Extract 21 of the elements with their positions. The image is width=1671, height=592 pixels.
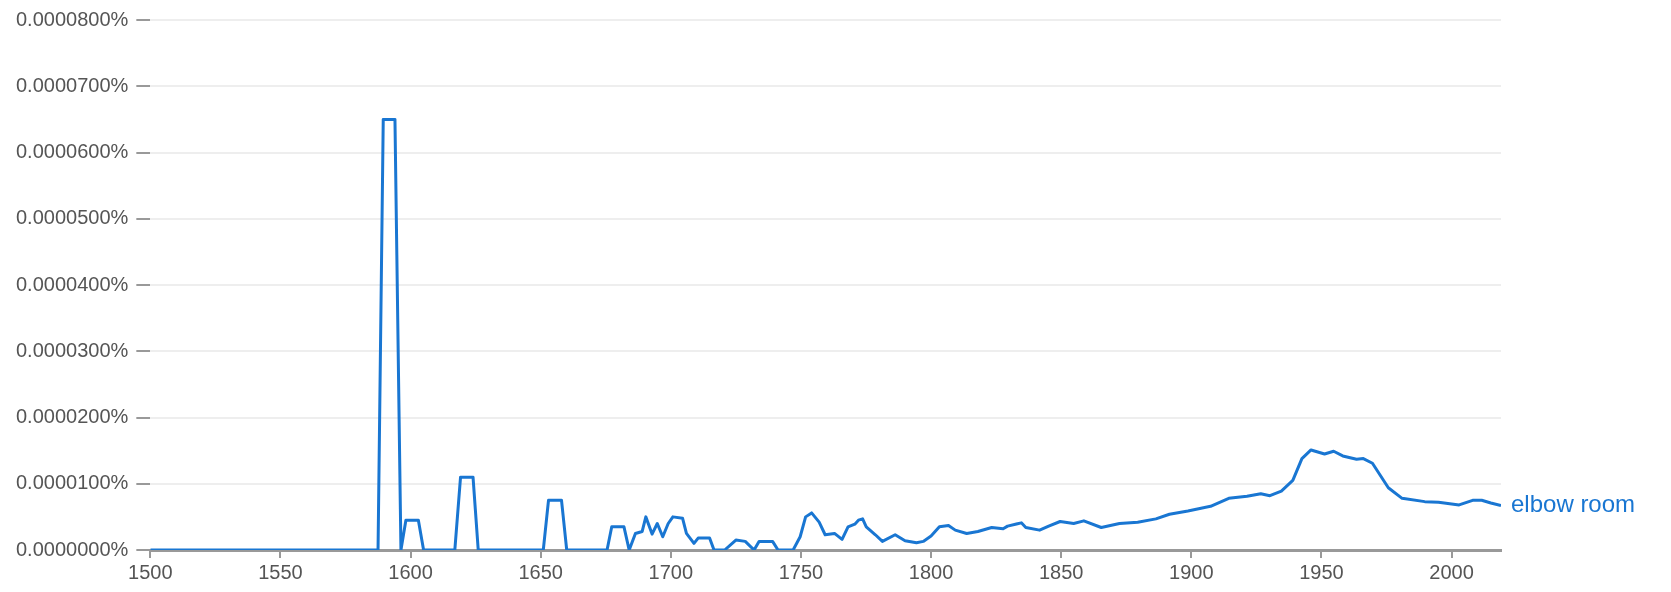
x-tick-label: 2000 [1429,560,1474,583]
y-tick-label: 0.0000400% [16,272,129,295]
x-tick-label: 1650 [518,560,563,583]
x-tick-label: 1800 [908,560,954,583]
x-tick-label: 1950 [1299,560,1344,583]
x-tick-label: 1750 [778,560,824,583]
y-tick-label: 0.0000100% [16,471,129,494]
x-tick-label: 1700 [648,560,694,583]
y-tick-label: 0.0000600% [16,140,129,163]
y-tick-label: 0.0000000% [16,537,129,560]
y-tick-label: 0.0000700% [16,73,129,96]
y-tick-label: 0.0000500% [16,206,129,229]
y-tick-label: 0.0000300% [16,338,129,361]
y-tick-label: 0.0000200% [16,405,129,428]
x-tick-label: 1500 [128,560,173,583]
x-tick-label: 1900 [1169,560,1214,583]
x-tick-label: 1550 [258,560,303,583]
x-tick-label: 1850 [1038,560,1084,583]
series-label: elbow room [1511,490,1636,518]
x-tick-label: 1600 [388,560,433,583]
y-tick-label: 0.0000800% [16,7,129,30]
